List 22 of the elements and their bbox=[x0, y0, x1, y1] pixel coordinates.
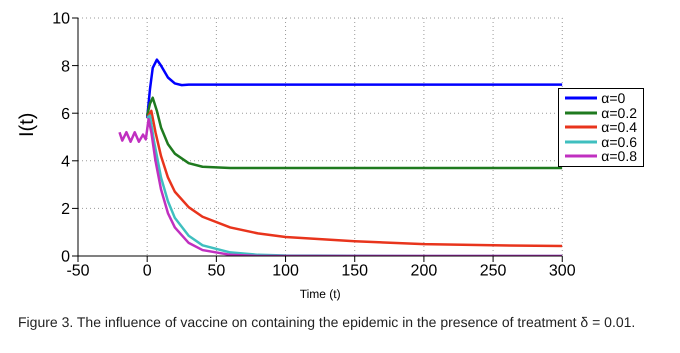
y-axis-title: I(t) bbox=[16, 112, 38, 137]
x-axis-title: Time (t) bbox=[300, 287, 341, 301]
x-tick-label: 0 bbox=[142, 262, 152, 280]
legend-label: α=0.6 bbox=[601, 134, 637, 150]
y-tick-label: 10 bbox=[52, 10, 70, 28]
x-tick-label: 50 bbox=[207, 262, 226, 280]
y-tick-label: 4 bbox=[61, 153, 70, 170]
line-series bbox=[146, 58, 562, 120]
x-tick-label: 200 bbox=[410, 262, 438, 280]
x-tick-label: 300 bbox=[548, 262, 576, 280]
x-tick-label: 100 bbox=[272, 262, 299, 280]
legend-label: α=0 bbox=[601, 90, 626, 106]
x-tick-label: 150 bbox=[341, 262, 368, 280]
x-tick-label: 250 bbox=[480, 262, 507, 280]
line-series bbox=[146, 96, 562, 170]
legend-label: α=0.4 bbox=[601, 119, 637, 135]
y-tick-label: 6 bbox=[61, 106, 70, 123]
y-tick-label: 8 bbox=[61, 58, 70, 76]
caption: Figure 3. The influence of vaccine on containing the epidemic in the presence of treatment δ = 0.01. bbox=[17, 314, 636, 330]
y-tick-label: 2 bbox=[61, 201, 70, 218]
legend-label: α=0.8 bbox=[601, 148, 637, 164]
legend-label: α=0.2 bbox=[601, 104, 637, 120]
